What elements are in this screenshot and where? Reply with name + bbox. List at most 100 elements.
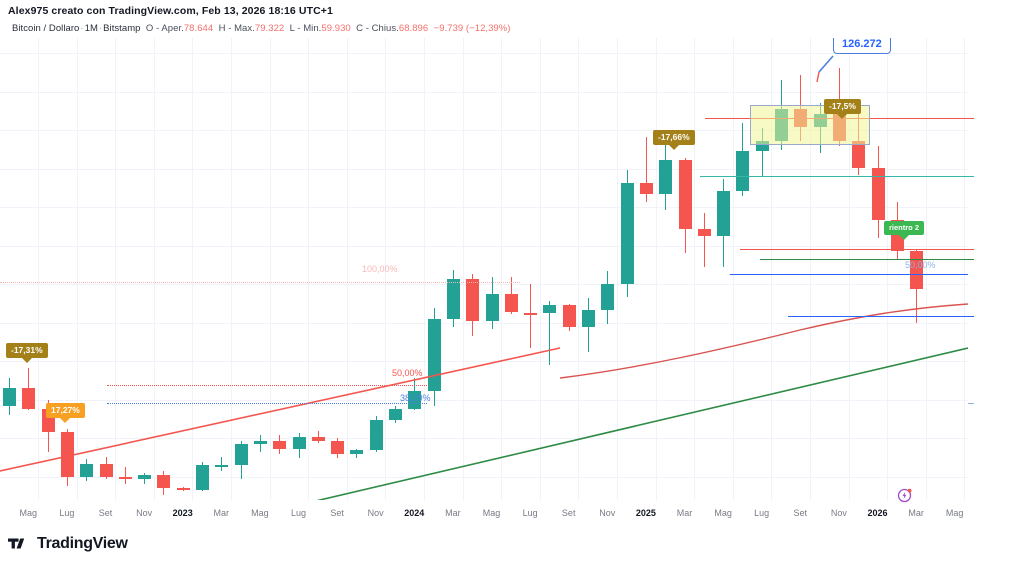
time-axis-label: 2024 <box>404 508 425 518</box>
grid-line-vertical <box>115 38 117 500</box>
grid-line-horizontal <box>0 322 968 324</box>
grid-line-horizontal <box>0 438 968 440</box>
candle-body <box>292 436 306 450</box>
grid-line-vertical <box>230 38 232 500</box>
candle-body <box>755 140 769 152</box>
time-axis-label: 2026 <box>867 508 888 518</box>
candle-body <box>176 487 190 491</box>
candle-body <box>601 283 615 311</box>
time-axis-label: Mag <box>945 508 964 518</box>
legend-sep-1: · <box>80 23 84 34</box>
chart-plot-area[interactable]: 126.272 -17,31% 17,27% -17,66% -17,5% rientro… <box>0 38 968 500</box>
grid-line-horizontal <box>0 284 968 286</box>
label-tail <box>668 145 679 150</box>
grid-line-vertical <box>501 38 503 500</box>
candle-body <box>466 279 480 321</box>
candle-body <box>369 420 383 451</box>
time-axis-label: Mar <box>676 508 693 518</box>
legend-high-value: 79.322 <box>254 23 285 34</box>
rientro-badge-text: rientro 2 <box>889 223 920 232</box>
chart-legend: Bitcoin / Dollaro·1M·Bitstamp O - Aper.7… <box>12 23 510 34</box>
rientro-badge[interactable]: rientro 2 <box>884 221 925 240</box>
pct-label-left-orange[interactable]: 17,27% <box>46 403 85 423</box>
candle-body <box>910 251 924 289</box>
time-axis-label: Set <box>98 508 113 518</box>
candle-body <box>678 159 692 230</box>
pct-label-right-olive[interactable]: -17,5% <box>824 99 861 119</box>
candle-body <box>389 408 402 421</box>
price-axis-level-marker <box>968 175 974 177</box>
candle-wick <box>703 213 705 268</box>
candle-body <box>196 464 209 491</box>
grid-line-vertical <box>539 38 541 500</box>
legend-open-value: 78.644 <box>183 23 214 34</box>
blue-line-right-2 <box>788 316 968 318</box>
candle-body <box>99 464 113 477</box>
candle-body <box>504 293 518 313</box>
legend-low-value: 59.930 <box>321 23 351 34</box>
legend-interval[interactable]: 1M <box>84 23 98 34</box>
tradingview-logo-icon <box>8 538 25 549</box>
green-line-right <box>760 258 968 260</box>
fib-line-100 <box>0 282 520 284</box>
grid-line-vertical <box>269 38 271 500</box>
legend-sep-2: · <box>98 23 103 34</box>
grid-line-horizontal <box>0 476 968 478</box>
legend-close-label: C - Chius. <box>356 23 399 34</box>
grid-line-vertical <box>308 38 310 500</box>
blue-line-right-1 <box>730 273 968 275</box>
pct-label-left-olive-text: -17,31% <box>11 345 43 355</box>
legend-low-label: L - Min. <box>289 23 322 34</box>
time-axis-label: Mag <box>251 508 269 518</box>
candle-body <box>311 436 325 442</box>
candle-body <box>543 305 557 313</box>
tradingview-wordmark: TradingView <box>37 535 128 552</box>
price-axis-level-marker <box>968 258 974 260</box>
grid-line-horizontal <box>0 361 968 363</box>
label-tail <box>837 114 848 119</box>
grid-line-horizontal <box>0 245 968 247</box>
time-axis-label: Lug <box>754 508 770 518</box>
time-axis-label: Lug <box>290 508 307 518</box>
grid-line-vertical <box>346 38 348 500</box>
time-axis-label: Nov <box>367 508 384 518</box>
candle-body <box>659 159 673 195</box>
grid-line-vertical <box>616 38 618 500</box>
grid-line-vertical <box>37 38 39 500</box>
price-axis[interactable]: USD 130.000120.000110.000100.00090.00080… <box>968 0 1024 500</box>
candle-body <box>736 151 750 192</box>
grid-line-vertical <box>76 38 78 500</box>
time-axis-label: Mar <box>445 508 461 518</box>
grid-line-vertical <box>771 38 773 500</box>
candle-wick <box>124 466 126 485</box>
time-axis-label: Mag <box>714 508 732 518</box>
grid-line-vertical <box>385 38 387 500</box>
candle-wick <box>221 456 223 472</box>
candle-body <box>138 475 152 480</box>
red-line-right-1 <box>740 248 968 250</box>
grid-line-horizontal <box>0 130 968 132</box>
lightning-bolt-icon[interactable] <box>897 487 913 503</box>
time-axis-label: Lug <box>59 508 75 518</box>
candle-body <box>620 182 634 284</box>
pct-label-left-orange-text: 17,27% <box>51 405 80 415</box>
candle-body <box>852 140 866 168</box>
grid-line-vertical <box>694 38 696 500</box>
label-tail <box>60 418 71 423</box>
candle-body <box>331 441 345 455</box>
price-callout[interactable]: 126.272 <box>833 38 891 54</box>
candle-body <box>427 318 441 392</box>
candle-body <box>582 310 595 328</box>
pct-label-left-olive[interactable]: -17,31% <box>6 343 48 363</box>
fib-label-50-right: 50,00% <box>905 260 936 270</box>
pct-label-mid-olive[interactable]: -17,66% <box>653 130 695 150</box>
legend-symbol[interactable]: Bitcoin / Dollaro <box>12 23 80 34</box>
green-trendline-long <box>316 347 968 500</box>
candle-body <box>485 293 499 321</box>
grid-line-vertical <box>423 38 425 500</box>
time-axis[interactable]: Mar Mag Lug Set Nov 2023 Mar Mag Lug Set Nov 2024 Ma… <box>0 500 1024 528</box>
grid-line-horizontal <box>0 168 968 170</box>
grid-line-vertical <box>192 38 194 500</box>
candle-body <box>60 431 74 478</box>
legend-exchange[interactable]: Bitstamp <box>103 23 141 34</box>
